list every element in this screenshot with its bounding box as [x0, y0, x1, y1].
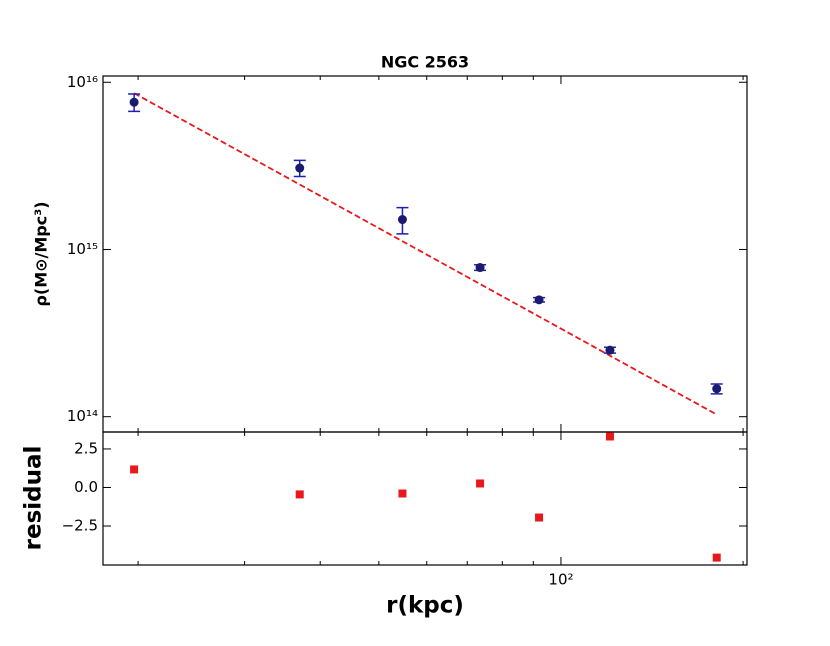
data-point — [397, 215, 407, 225]
plot-frame — [102, 431, 748, 566]
residual-point — [398, 489, 407, 498]
y-tick-label: 0.0 — [74, 478, 98, 496]
x-tick-label: 10² — [548, 571, 573, 589]
y-tick-label: −2.5 — [62, 517, 98, 535]
y-axis-label: residual — [21, 446, 47, 551]
residual-point — [476, 479, 485, 488]
residual-point — [605, 432, 614, 441]
y-tick-label: 10¹⁴ — [67, 407, 98, 425]
data-point — [605, 345, 615, 355]
y-tick-label: 10¹⁵ — [67, 240, 98, 258]
residual-point — [295, 490, 304, 499]
data-point — [129, 97, 139, 107]
data-point — [534, 295, 544, 305]
residual-point — [130, 465, 139, 474]
data-point — [712, 384, 722, 394]
data-point — [295, 163, 305, 173]
residual-point — [535, 513, 544, 522]
residual-point — [712, 553, 721, 562]
y-tick-label: 2.5 — [74, 439, 98, 457]
chart-title: NGC 2563 — [381, 53, 469, 72]
y-tick-label: 10¹⁶ — [67, 73, 98, 91]
data-point — [475, 263, 485, 273]
x-axis-label: r(kpc) — [386, 593, 464, 619]
y-axis-label: ρ(M⊙/Mpc³) — [32, 201, 51, 306]
fit-line — [133, 92, 718, 416]
